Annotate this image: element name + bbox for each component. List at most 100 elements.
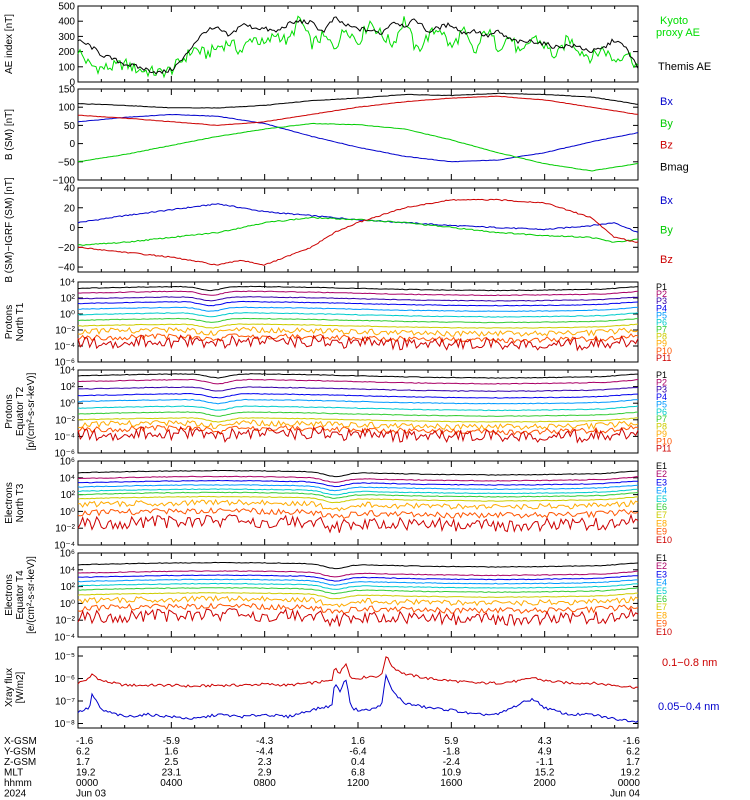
series-line-e10 <box>77 607 639 628</box>
y-tick-label: −20 <box>58 243 75 254</box>
y-tick-label: 10⁻² <box>55 524 75 535</box>
y-tick-label: 20 <box>64 203 76 214</box>
series-line-e3 <box>78 574 638 582</box>
series-line-e5 <box>78 582 639 590</box>
series-line-e2 <box>77 475 639 483</box>
ephemeris-value: 2.3 <box>258 757 272 768</box>
series-line-e3 <box>78 479 638 488</box>
ephemeris-label: MLT <box>4 768 23 779</box>
legend-entry: E6 <box>656 594 667 604</box>
ephemeris-value: 0400 <box>160 778 183 789</box>
ephemeris-value: 2.9 <box>258 768 272 779</box>
ephemeris-value: 6.2 <box>76 747 90 758</box>
y-tick-label: 10⁴ <box>60 473 75 484</box>
series-line-by <box>77 122 639 172</box>
panel-frame <box>77 88 639 181</box>
y-tick-label: 10⁻² <box>55 616 75 627</box>
legend-entry: E9 <box>656 527 667 537</box>
y-axis-label: Electrons <box>4 574 15 616</box>
legend-entry: P8 <box>656 332 667 342</box>
y-tick-label: 10² <box>61 582 76 593</box>
legend-entry: By <box>660 118 673 130</box>
ephemeris-value: 1600 <box>440 778 463 789</box>
ephemeris-value: -1.6 <box>76 736 94 747</box>
y-tick-label: 10⁻⁴ <box>54 633 75 644</box>
series-line-p2 <box>77 290 639 297</box>
ephemeris-value: 0.4 <box>351 757 365 768</box>
y-tick-label: −100 <box>52 176 75 187</box>
legend-entry: P5 <box>656 399 667 409</box>
legend-entry: P8 <box>656 422 667 432</box>
ephemeris-value: 15.2 <box>535 768 555 779</box>
ephemeris-value: 6.8 <box>351 768 365 779</box>
legend-entry: Bz <box>660 254 673 266</box>
series-line-bmag <box>77 92 639 109</box>
ephemeris-value: 0800 <box>254 778 277 789</box>
series-line-bz <box>78 198 639 266</box>
legend-entry: P3 <box>656 385 667 395</box>
ephemeris-value: 0000 <box>618 778 641 789</box>
panel-bsm: −100 −50 0 50 100 150 B (SM) [nT] Bx By Bz Bmag <box>4 85 689 187</box>
legend-entry: proxy AE <box>656 27 700 39</box>
legend-entry: P1 <box>656 282 667 292</box>
legend-entry: Bz <box>660 140 673 152</box>
y-axis-label: Equator T2 <box>15 386 26 436</box>
legend-entry: E10 <box>656 627 672 637</box>
series-line-e9 <box>77 602 639 615</box>
y-tick-label: 100 <box>58 103 75 114</box>
legend-entry: P1 <box>656 370 667 380</box>
legend-entry: P10 <box>656 346 672 356</box>
panel-pe: 10⁴ 10² 10⁰ 10⁻² 10⁻⁴ 10⁻⁶ Protons Equator T2 [p… <box>4 366 672 460</box>
y-axis-label: Electrons <box>4 482 15 524</box>
ephemeris-value: 10.9 <box>442 768 462 779</box>
legend-entry: E6 <box>656 502 667 512</box>
legend-entry: E7 <box>656 510 667 520</box>
ephemeris-table: X-GSMY-GSMZ-GSMMLThhmm2024-1.66.21.719.2… <box>4 736 640 800</box>
y-axis-label: North T1 <box>15 302 26 341</box>
y-tick-label: 10² <box>61 294 76 305</box>
legend-entry: P4 <box>656 303 667 313</box>
series-line-e5 <box>78 488 639 496</box>
ephemeris-value: 6.2 <box>626 747 640 758</box>
series-line-p1 <box>77 373 638 379</box>
y-tick-label: 0 <box>69 139 75 150</box>
y-axis-label: North T3 <box>15 483 26 522</box>
panel-xray: 10⁻⁵ 10⁻⁶ 10⁻⁷ 10⁻⁸ Xray flux [W/m2] 0.1−0.8 n… <box>4 646 719 730</box>
ephemeris-value: 2000 <box>534 778 557 789</box>
y-axis-label: Protons <box>4 305 15 339</box>
y-tick-label: 10⁰ <box>60 399 75 410</box>
series-line-e6 <box>77 587 639 595</box>
legend-entry: E5 <box>656 586 667 596</box>
ephemeris-value: 0000 <box>76 778 99 789</box>
legend-entry: Bmag <box>660 161 689 173</box>
ephemeris-value: -4.4 <box>256 747 274 758</box>
legend-entry: P7 <box>656 325 667 335</box>
legend-entry: Kyoto <box>660 15 688 27</box>
ephemeris-value: 1.7 <box>626 757 640 768</box>
y-tick-label: 50 <box>64 121 76 132</box>
y-tick-label: 10⁻² <box>55 415 75 426</box>
ephemeris-value: 19.2 <box>76 768 96 779</box>
legend-entry: E2 <box>656 561 667 571</box>
legend-entry: E10 <box>656 535 672 545</box>
y-tick-label: 10⁻⁴ <box>54 432 75 443</box>
series-line-e2 <box>77 570 639 578</box>
y-tick-label: 10⁻⁶ <box>54 674 75 685</box>
series-line-e8 <box>77 595 639 608</box>
ephemeris-value: -1.6 <box>623 736 641 747</box>
series-line-p4 <box>77 300 639 307</box>
y-tick-label: 10⁶ <box>60 457 75 468</box>
y-axis-label: B (SM) [nT] <box>4 109 15 160</box>
legend-entry: E9 <box>656 619 667 629</box>
series-line-p11 <box>77 334 639 352</box>
y-tick-label: 10⁻⁴ <box>54 541 75 552</box>
series-line-0-05-0-4-nm <box>77 673 639 724</box>
legend-entry: Bx <box>660 96 673 108</box>
legend-entry: E8 <box>656 518 667 528</box>
y-tick-label: 0 <box>69 223 75 234</box>
ephemeris-value: 4.9 <box>538 747 552 758</box>
series-line-p6 <box>77 312 639 318</box>
y-tick-label: 10⁰ <box>60 507 75 518</box>
ephemeris-value: 5.9 <box>444 736 458 747</box>
